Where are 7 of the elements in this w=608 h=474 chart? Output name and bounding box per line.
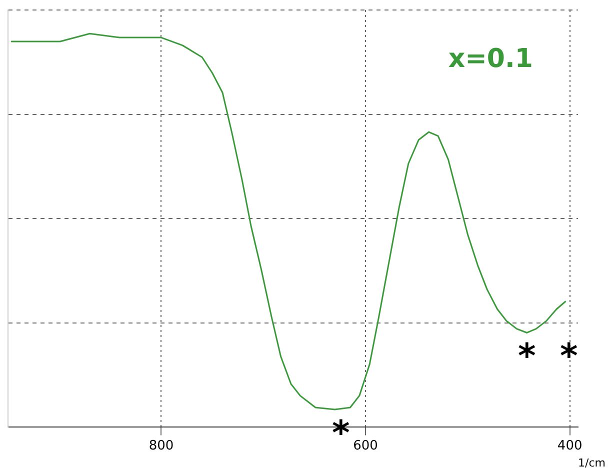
x-tick-label: 400 <box>557 438 582 454</box>
x-tick-label: 600 <box>353 438 378 454</box>
x-tick-label: 800 <box>148 438 174 454</box>
x-axis-title: 1/cm <box>578 456 606 470</box>
annotation: * <box>518 336 536 377</box>
annotation: * <box>560 336 578 377</box>
text: x=0.1 <box>448 44 533 74</box>
